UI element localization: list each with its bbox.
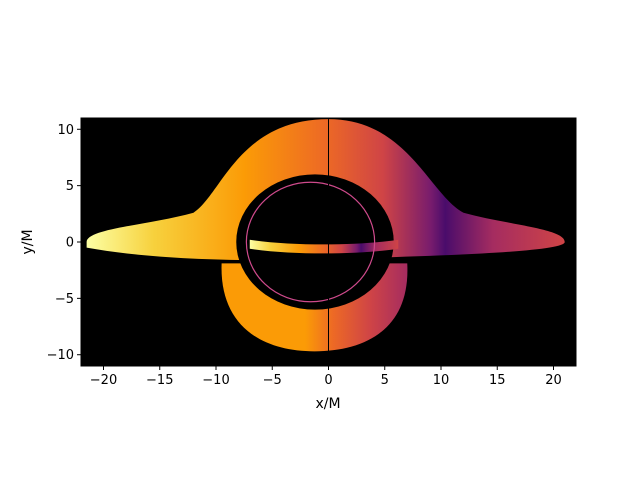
y-axis: −10 −5 0 5 10	[47, 123, 81, 363]
x-tick-label: −15	[146, 373, 173, 388]
x-tick-label: 20	[545, 373, 562, 388]
disk-front-band	[249, 239, 399, 254]
x-tick-label: −10	[202, 373, 229, 388]
black-hole-shadow	[236, 174, 394, 310]
x-tick-label: −20	[90, 373, 117, 388]
x-axis: −20 −15 −10 −5 0 5 10 15 20	[90, 366, 562, 388]
y-tick-label: 5	[66, 179, 74, 194]
x-tick-label: 15	[489, 373, 506, 388]
x-axis-label: x/M	[315, 396, 340, 412]
x-tick-label: 5	[381, 373, 389, 388]
x-tick-label: 0	[324, 373, 332, 388]
y-tick-label: 0	[66, 236, 74, 251]
y-tick-label: 10	[57, 123, 74, 138]
photon-ring	[245, 181, 376, 303]
y-axis-label: y/M	[20, 229, 36, 254]
x-tick-label: −5	[263, 373, 282, 388]
plot-area	[86, 119, 565, 352]
y-tick-label: −5	[55, 292, 74, 307]
x-tick-label: 10	[433, 373, 450, 388]
y-tick-label: −10	[47, 348, 74, 363]
